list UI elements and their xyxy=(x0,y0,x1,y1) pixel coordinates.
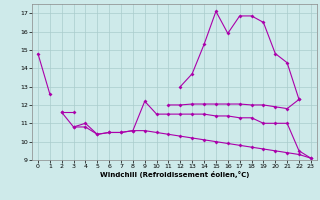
X-axis label: Windchill (Refroidissement éolien,°C): Windchill (Refroidissement éolien,°C) xyxy=(100,171,249,178)
